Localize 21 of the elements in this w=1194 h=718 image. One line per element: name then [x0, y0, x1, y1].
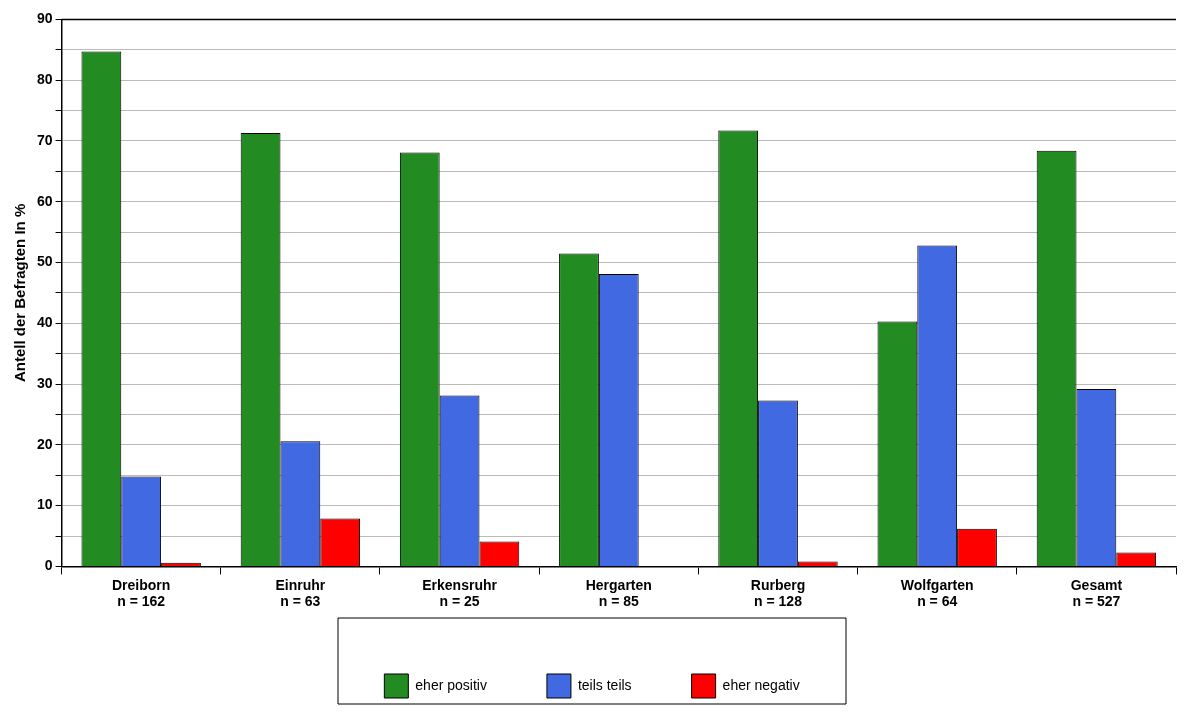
x-tick-label: Hergarten n = 85 — [585, 576, 652, 610]
legend-label: eher positiv — [415, 676, 487, 693]
y-tick-label: 0 — [44, 557, 53, 574]
y-tick-label: 20 — [36, 435, 53, 452]
y-axis-title: Antell der Befragten In % — [11, 203, 29, 383]
x-tick-label: Wolfgarten n = 64 — [900, 576, 974, 610]
y-tick-label: 30 — [36, 374, 53, 391]
y-tick-label: 90 — [36, 10, 53, 27]
x-tick-label: Rurberg n = 128 — [750, 576, 806, 610]
y-tick-label: 80 — [36, 71, 53, 88]
y-tick-label: 40 — [36, 314, 53, 331]
y-tick-label: 10 — [36, 496, 53, 513]
x-tick-label: Dreiborn n = 162 — [112, 576, 171, 610]
x-tick-label: Gesamt n = 527 — [1070, 576, 1123, 610]
y-tick-label: 70 — [36, 131, 53, 148]
legend-label: teils teils — [577, 676, 632, 693]
y-tick-label: 60 — [36, 192, 53, 209]
x-tick-label: Erkensruhr n = 25 — [422, 576, 498, 610]
legend-label: eher negativ — [722, 676, 800, 693]
y-tick-label: 50 — [36, 253, 53, 270]
x-tick-label: Einruhr n = 63 — [275, 576, 326, 610]
